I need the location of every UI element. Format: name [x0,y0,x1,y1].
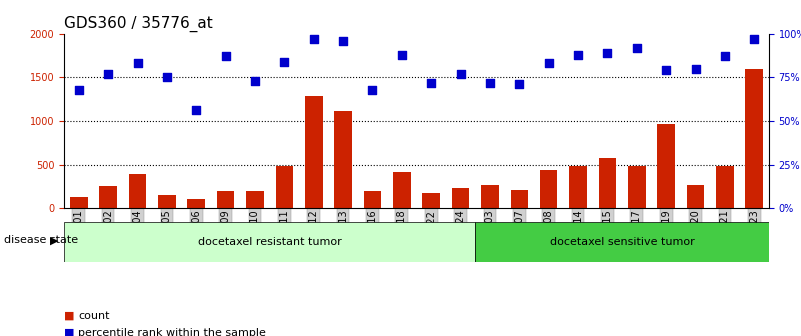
Bar [217,191,235,208]
FancyBboxPatch shape [475,222,769,262]
Point [513,82,525,87]
Bar [716,166,734,208]
Bar [658,124,675,208]
Bar [570,166,587,208]
Point [72,87,85,92]
Bar [364,191,381,208]
Point [336,38,349,43]
Bar [481,185,499,208]
Point [366,87,379,92]
Bar [628,166,646,208]
Point [689,66,702,71]
Bar [510,191,528,208]
Bar [422,194,440,208]
Text: disease state: disease state [4,235,78,245]
Point [454,71,467,77]
Bar [187,199,205,208]
Text: percentile rank within the sample: percentile rank within the sample [78,328,267,336]
Point [718,54,731,59]
Point [396,52,409,57]
Point [102,71,115,77]
Point [425,80,437,85]
Text: count: count [78,311,110,321]
Point [748,36,761,42]
Bar [99,185,117,208]
Point [484,80,497,85]
Text: ▶: ▶ [50,235,58,245]
Point [308,36,320,42]
Point [190,108,203,113]
Bar [393,172,411,208]
Bar [686,185,704,208]
Point [278,59,291,64]
Text: docetaxel resistant tumor: docetaxel resistant tumor [198,237,341,247]
Bar [129,174,147,208]
FancyBboxPatch shape [64,222,475,262]
Text: GDS360 / 35776_at: GDS360 / 35776_at [64,16,213,32]
Bar [305,96,323,208]
Point [160,75,173,80]
Bar [598,158,616,208]
Text: docetaxel sensitive tumor: docetaxel sensitive tumor [549,237,694,247]
Bar [540,170,557,208]
Point [572,52,585,57]
Bar [746,69,763,208]
Bar [276,166,293,208]
Point [601,50,614,55]
Bar [452,188,469,208]
Point [542,60,555,66]
Point [630,45,643,50]
Bar [246,191,264,208]
Bar [158,195,175,208]
Text: ■: ■ [64,311,74,321]
Bar [334,111,352,208]
Point [219,54,232,59]
Bar [70,197,87,208]
Point [660,68,673,73]
Point [131,60,144,66]
Text: ■: ■ [64,328,74,336]
Point [248,78,261,83]
